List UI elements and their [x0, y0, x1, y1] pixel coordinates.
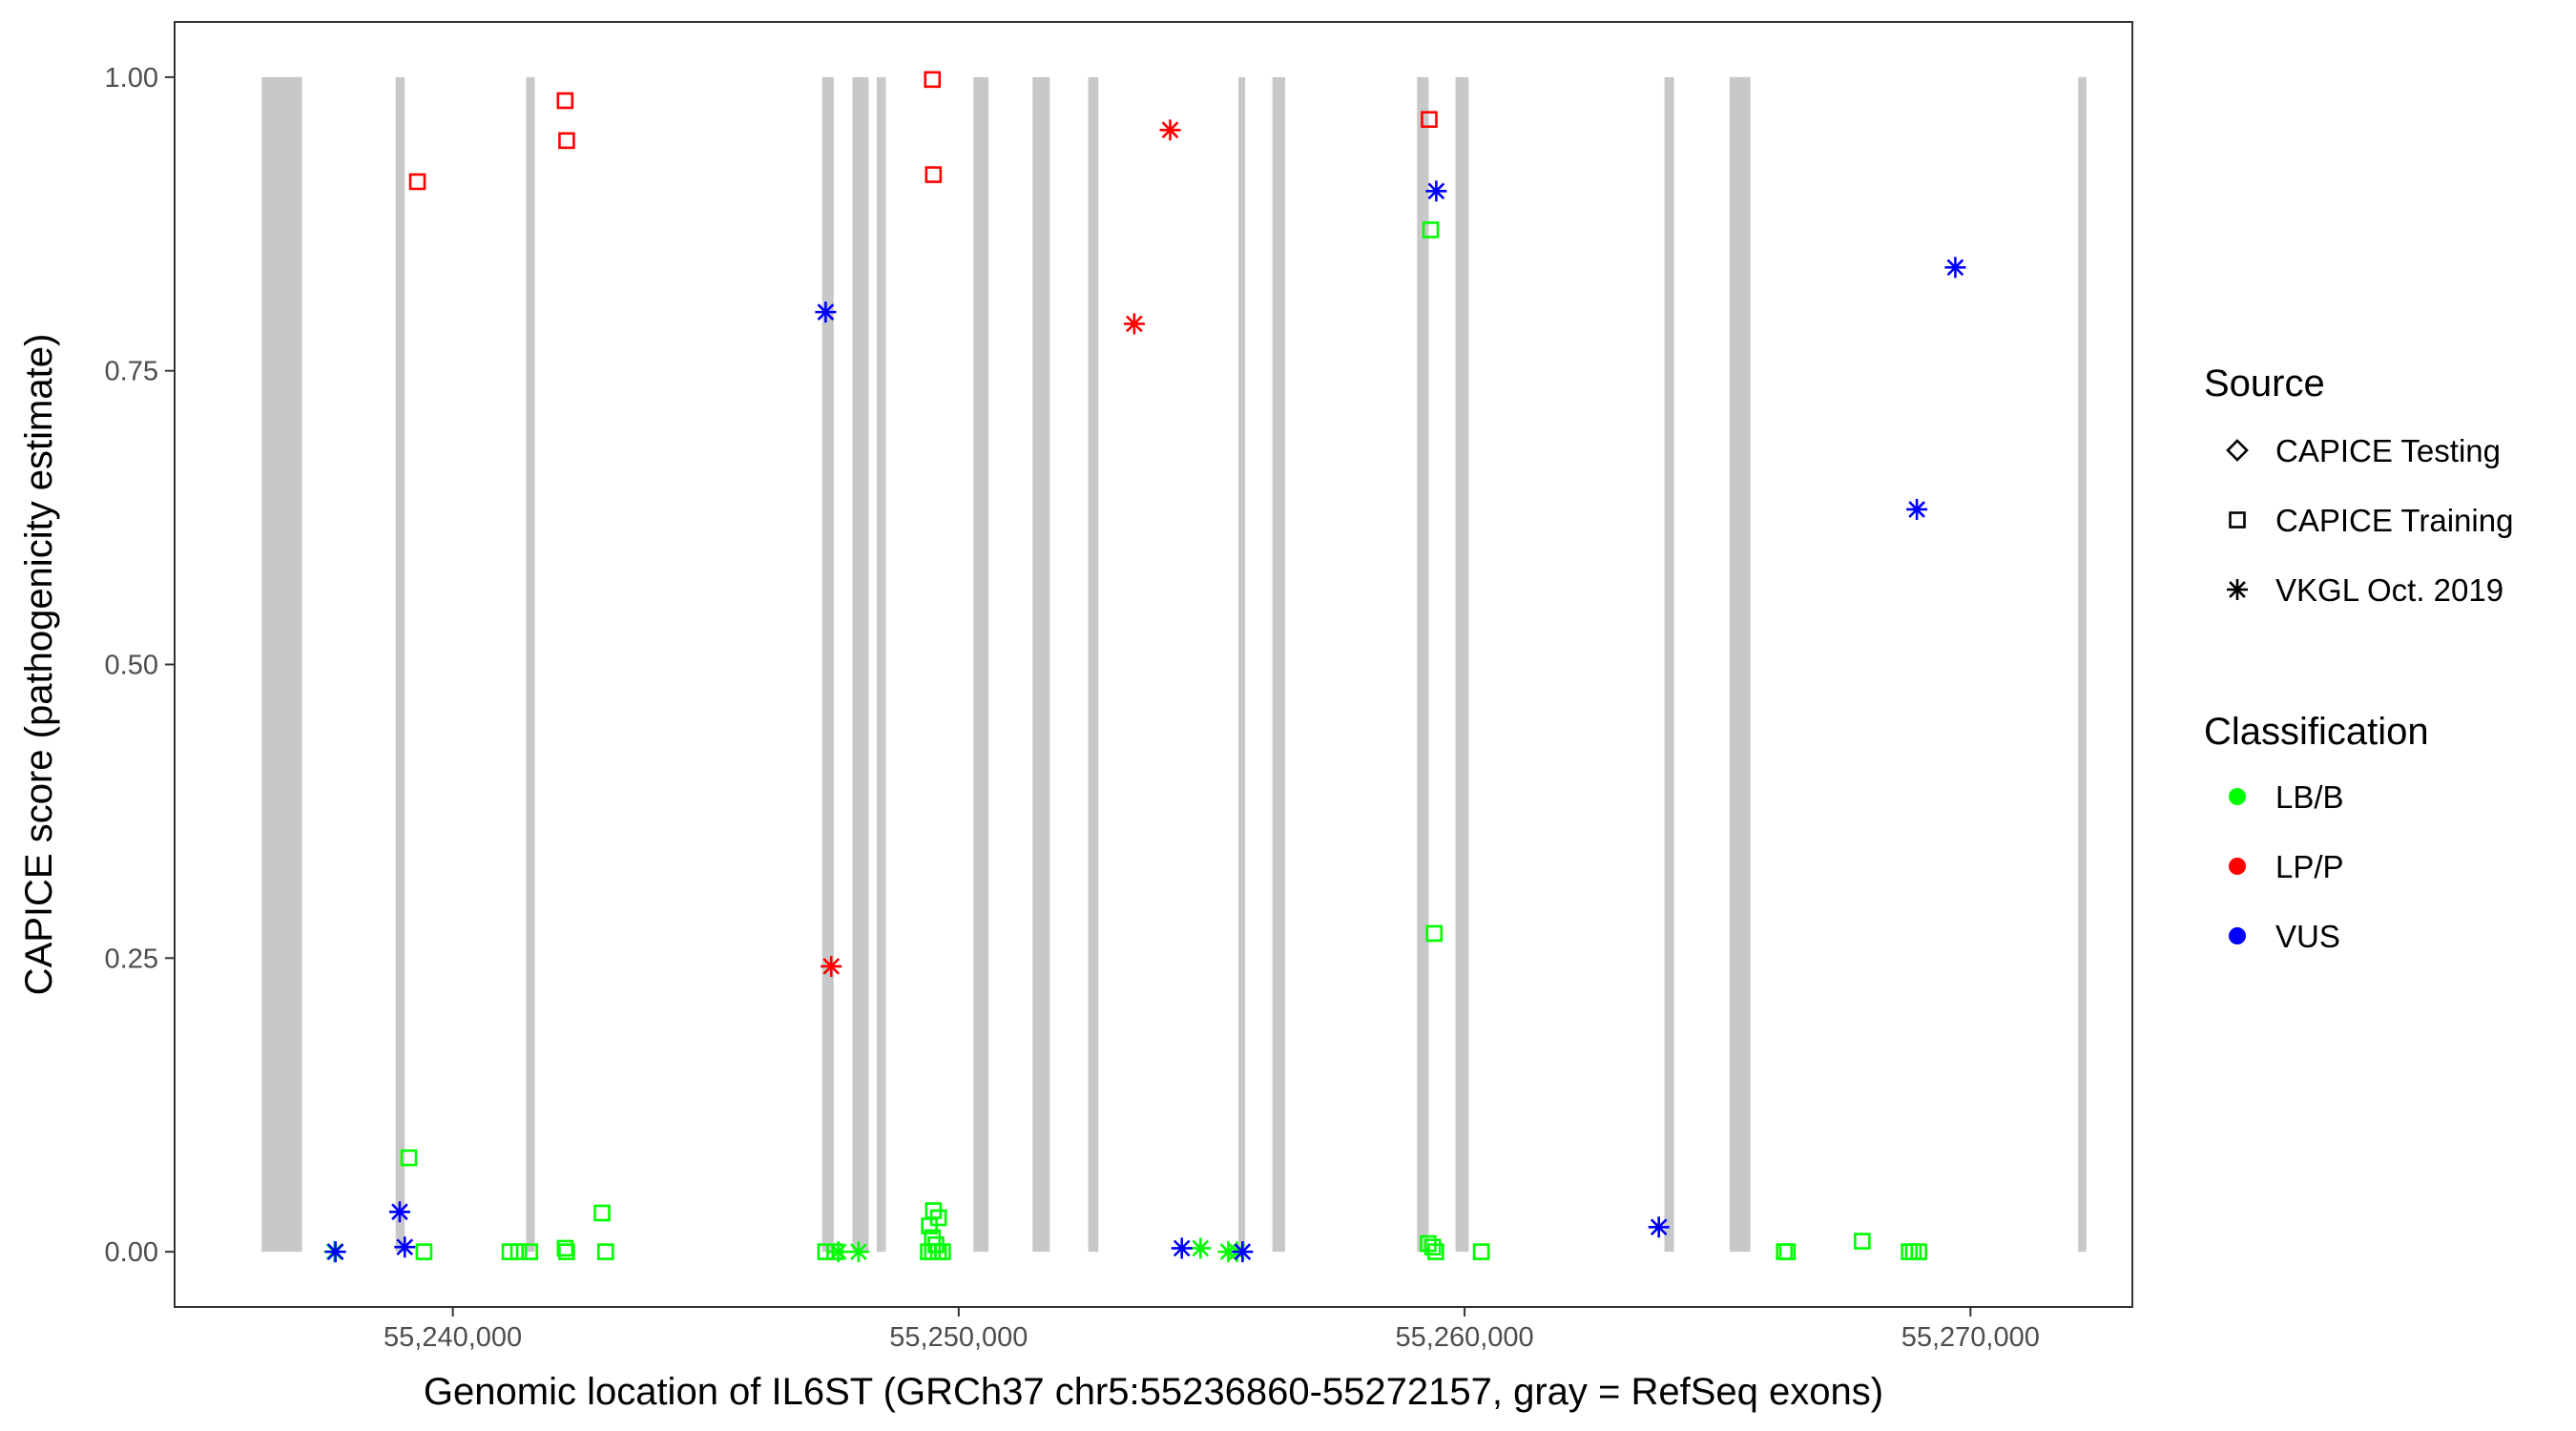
point-asterisk-lb-b-3 [1190, 1237, 1212, 1259]
point-asterisk-vus-6 [1425, 180, 1447, 202]
point-asterisk-lb-b-1 [827, 1241, 849, 1263]
exon-band-10 [1272, 76, 1285, 1253]
point-asterisk-vus-8 [1906, 498, 1928, 520]
point-square-lb-b-13 [921, 1217, 938, 1234]
exon-band-14 [1729, 76, 1751, 1253]
point-asterisk-vus-3 [815, 301, 837, 323]
point-square-lb-b-6 [558, 1243, 575, 1260]
legend-key-dot-icon-2 [2229, 927, 2246, 944]
point-asterisk-vus-5 [1232, 1241, 1254, 1263]
point-asterisk-vus-2 [394, 1236, 416, 1258]
point-square-lb-b-5 [556, 1239, 574, 1257]
point-square-lp-p-4 [924, 166, 943, 183]
exon-band-2 [526, 76, 535, 1253]
point-square-lb-b-24 [1425, 924, 1444, 943]
point-asterisk-vus-9 [1944, 257, 1966, 279]
point-square-lb-b-23 [1422, 221, 1440, 238]
point-asterisk-vus-7 [1648, 1216, 1670, 1238]
exon-band-5 [876, 76, 886, 1253]
point-asterisk-vus-0 [324, 1241, 346, 1263]
legend-classification-label-0: LB/B [2275, 779, 2344, 815]
point-square-lb-b-22 [1427, 1243, 1444, 1260]
point-square-lb-b-1 [415, 1243, 433, 1260]
x-axis: 55,240,000 55,250,000 55,260,000 55,270,000 [384, 1307, 2040, 1353]
legend-source-label-1: CAPICE Training [2275, 503, 2513, 538]
point-square-lp-p-3 [924, 71, 942, 89]
legend-source-label-0: CAPICE Testing [2275, 433, 2501, 468]
legend: Source CAPICE Testing CAPICE Training VKGL … [2204, 363, 2513, 954]
point-square-lb-b-4 [521, 1243, 539, 1260]
x-tick-label-2: 55,260,000 [1396, 1322, 1534, 1353]
points-layer [323, 71, 1966, 1263]
exon-band-4 [852, 76, 869, 1253]
point-asterisk-vus-4 [1171, 1237, 1193, 1259]
point-square-lb-b-28 [1854, 1233, 1871, 1250]
point-square-lp-p-0 [408, 173, 426, 191]
y-tick-label-3: 0.75 [105, 357, 158, 387]
point-asterisk-lp-p-0 [821, 955, 842, 977]
point-asterisk-lp-p-1 [1123, 313, 1145, 335]
point-square-lb-b-7 [593, 1204, 611, 1222]
exon-band-8 [1088, 76, 1099, 1253]
point-square-lp-p-1 [556, 92, 574, 110]
legend-classification-title: Classification [2204, 711, 2429, 753]
legend-key-dot-icon-1 [2229, 858, 2246, 875]
exon-band-1 [395, 76, 405, 1253]
x-tick-label-1: 55,250,000 [889, 1322, 1028, 1353]
exon-band-11 [1417, 76, 1429, 1253]
point-square-lb-b-21 [1423, 1238, 1442, 1256]
x-tick-label-0: 55,240,000 [384, 1322, 522, 1353]
legend-key-dot-icon-0 [2229, 788, 2246, 805]
point-square-lb-b-2 [501, 1243, 519, 1260]
exon-band-9 [1238, 76, 1245, 1253]
point-square-lp-p-2 [558, 132, 575, 150]
point-square-lb-b-3 [509, 1243, 528, 1260]
y-axis-title: CAPICE score (pathogenicity estimate) [18, 334, 60, 996]
plot-panel [175, 22, 2132, 1307]
y-tick-label-4: 1.00 [105, 63, 158, 93]
legend-source-title: Source [2204, 363, 2325, 404]
y-tick-label-0: 0.00 [105, 1237, 158, 1268]
point-asterisk-vus-1 [388, 1201, 410, 1223]
exon-band-12 [1455, 76, 1469, 1253]
exon-band-7 [1032, 76, 1050, 1253]
point-square-lp-p-5 [1421, 111, 1438, 128]
x-tick-label-3: 55,270,000 [1901, 1322, 2040, 1353]
legend-key-square-icon [2229, 511, 2246, 529]
legend-key-asterisk-icon [2227, 579, 2248, 600]
point-asterisk-lp-p-2 [1159, 119, 1181, 141]
point-square-lb-b-19 [920, 1243, 937, 1260]
exon-band-6 [973, 76, 989, 1253]
point-square-lb-b-8 [596, 1243, 614, 1260]
y-axis: 0.00 0.25 0.50 0.75 1.00 [105, 63, 175, 1268]
legend-key-diamond-icon [2226, 439, 2249, 462]
exon-band-15 [2078, 76, 2087, 1253]
legend-classification-label-2: VUS [2275, 919, 2340, 954]
legend-classification-label-1: LP/P [2275, 849, 2344, 884]
exon-band-3 [821, 76, 834, 1253]
exon-band-0 [261, 76, 302, 1253]
y-tick-label-1: 0.25 [105, 944, 158, 974]
y-tick-label-2: 0.50 [105, 651, 158, 681]
point-square-lb-b-0 [400, 1149, 418, 1167]
point-square-lb-b-31 [1910, 1243, 1928, 1260]
x-axis-title: Genomic location of IL6ST (GRCh37 chr5:5… [424, 1371, 1883, 1413]
exon-band-13 [1664, 76, 1674, 1253]
point-square-lb-b-27 [1778, 1243, 1797, 1260]
point-square-lb-b-25 [1472, 1243, 1490, 1260]
point-asterisk-lb-b-2 [847, 1241, 869, 1263]
legend-source-label-2: VKGL Oct. 2019 [2275, 572, 2503, 608]
